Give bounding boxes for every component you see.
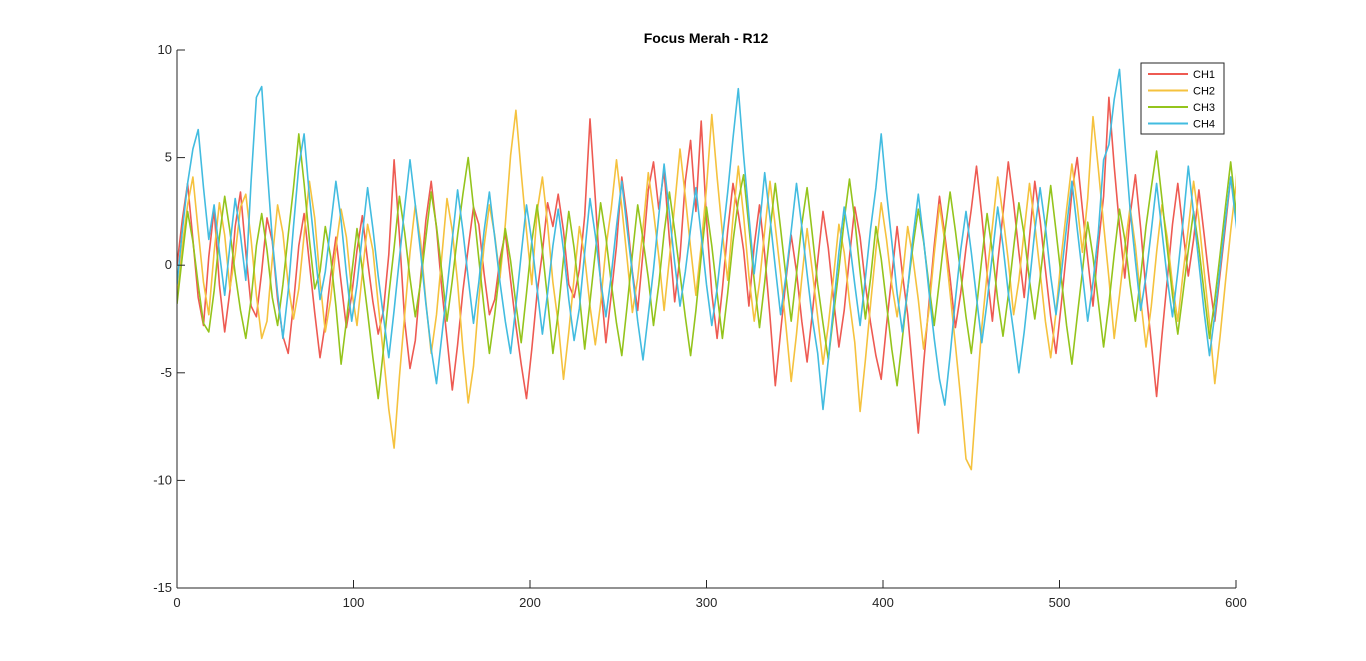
x-tick-label: 300: [696, 595, 718, 610]
x-tick-label: 200: [519, 595, 541, 610]
x-tick-label: 500: [1049, 595, 1071, 610]
x-tick-label: 0: [173, 595, 180, 610]
legend-label-ch4: CH4: [1193, 119, 1215, 131]
legend[interactable]: CH1 CH2 CH3 CH4: [1140, 62, 1225, 135]
y-tick-label: -10: [153, 472, 172, 487]
series-line-ch3: [177, 133, 1236, 400]
x-tick-label: 600: [1225, 595, 1247, 610]
legend-label-ch3: CH3: [1193, 102, 1215, 114]
y-tick-label: 0: [165, 257, 172, 272]
legend-label-ch2: CH2: [1193, 86, 1215, 98]
series-line-ch1: [177, 96, 1236, 434]
y-tick-label: -5: [160, 365, 172, 380]
y-tick-label: 5: [165, 150, 172, 165]
series-layer: [177, 68, 1236, 471]
y-tick-label: 10: [158, 42, 172, 57]
x-ticks: 0 100 200 300 400 500 600: [173, 580, 1247, 610]
x-tick-label: 400: [872, 595, 894, 610]
series-line-ch4: [177, 68, 1236, 411]
series-line-ch2: [177, 109, 1236, 471]
x-tick-label: 100: [343, 595, 365, 610]
y-ticks: 10 5 0 -5 -10 -15: [153, 42, 185, 595]
chart-title: Focus Merah - R12: [644, 30, 769, 46]
y-tick-label: -15: [153, 580, 172, 595]
legend-label-ch1: CH1: [1193, 69, 1215, 81]
